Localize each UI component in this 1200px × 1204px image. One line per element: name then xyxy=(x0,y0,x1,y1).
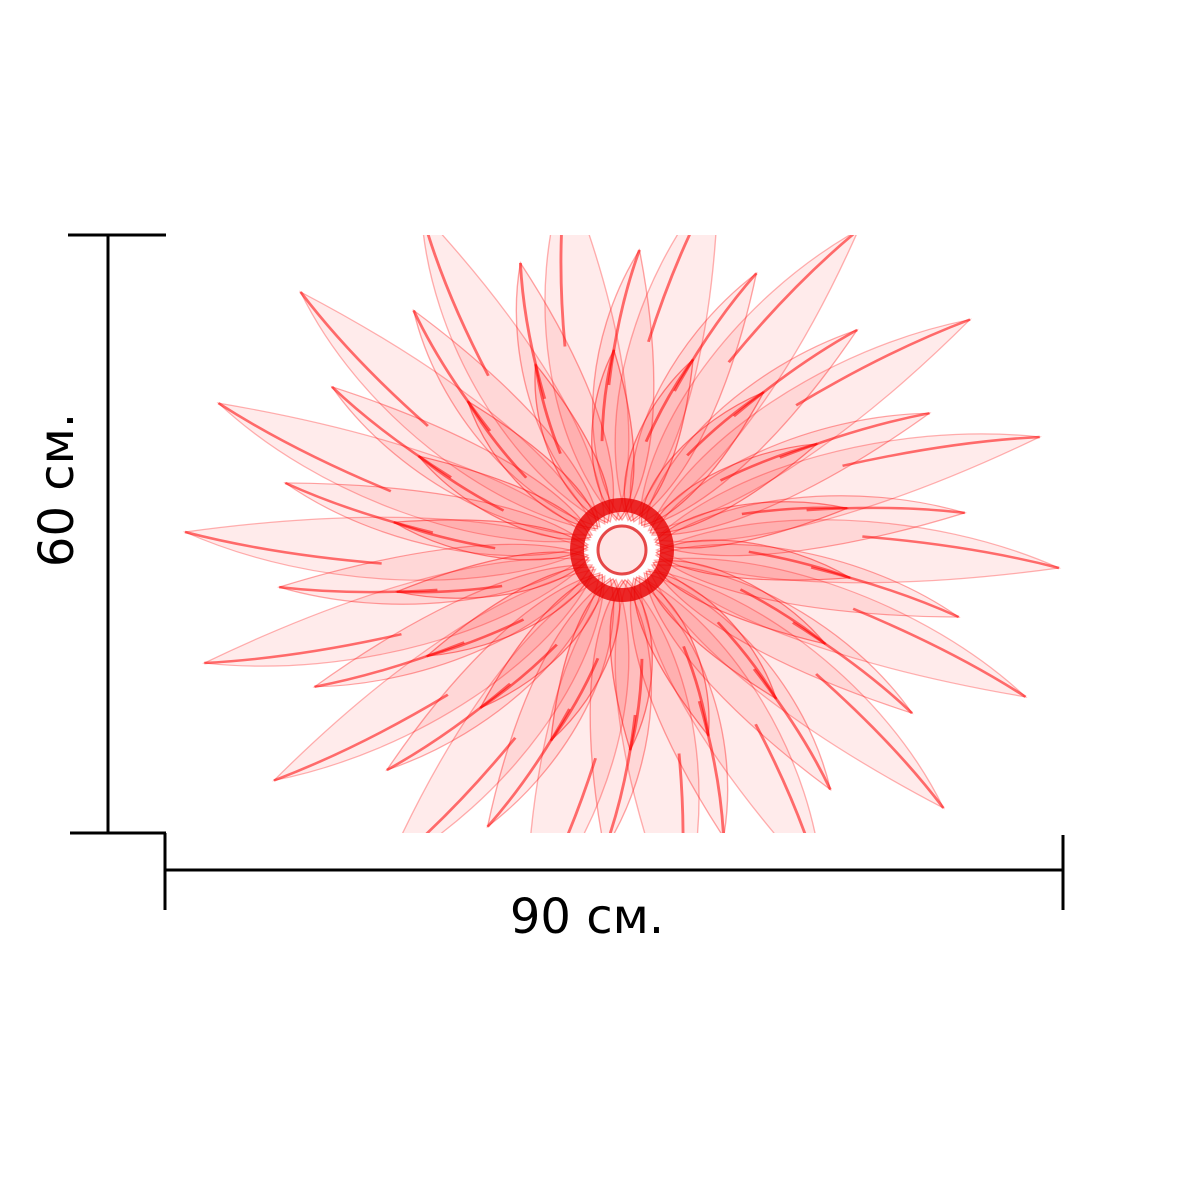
petal-streak xyxy=(748,550,851,579)
petal-streak xyxy=(852,607,1027,698)
petal xyxy=(589,578,653,833)
petal xyxy=(330,385,594,536)
width-label: 90 см. xyxy=(510,889,664,945)
petal xyxy=(650,412,932,536)
petal xyxy=(643,328,859,528)
petal-streak xyxy=(559,235,568,347)
petal-streak xyxy=(396,584,503,594)
petal-streak xyxy=(842,435,1040,468)
petal-streak xyxy=(741,506,848,516)
center-inner xyxy=(596,524,648,576)
petal-streak xyxy=(204,632,402,665)
petal xyxy=(385,572,601,772)
petal-streak xyxy=(716,621,778,700)
petal-streak xyxy=(686,391,765,457)
petal xyxy=(486,577,615,829)
petal-streak xyxy=(719,442,818,482)
petal xyxy=(654,543,961,618)
petal xyxy=(525,578,630,833)
petal-streak xyxy=(466,400,528,479)
petal xyxy=(629,577,729,833)
petal-streak xyxy=(534,364,562,455)
height-label: 60 см. xyxy=(29,413,85,567)
petal-streak xyxy=(384,737,517,833)
petal-streak xyxy=(815,673,945,809)
petal xyxy=(614,578,700,833)
petal-streak xyxy=(217,402,392,493)
petal-streak xyxy=(600,349,616,442)
petal-streak xyxy=(647,235,720,343)
petal-streak xyxy=(393,521,496,550)
petal-streak xyxy=(754,723,824,833)
petal-streak xyxy=(426,618,525,658)
petal-streak xyxy=(479,643,558,709)
petal-streak xyxy=(628,658,644,751)
petal-streak xyxy=(417,455,505,512)
petal-streak xyxy=(727,235,860,363)
petal xyxy=(283,482,590,557)
petal-streak xyxy=(184,530,382,565)
petal-streak xyxy=(420,235,490,377)
petal xyxy=(515,261,615,523)
petal-streak xyxy=(739,588,827,645)
petal-streak xyxy=(299,291,429,427)
petal-streak xyxy=(524,757,597,833)
petal-streak xyxy=(795,318,971,407)
petal xyxy=(614,235,719,522)
flower-artwork xyxy=(182,235,1062,833)
petal xyxy=(277,543,590,605)
petal-streak xyxy=(273,693,449,782)
petal xyxy=(654,495,967,557)
petal xyxy=(643,572,832,792)
petal xyxy=(650,564,914,715)
petal xyxy=(412,308,601,528)
petal-streak xyxy=(682,645,710,736)
petal-streak xyxy=(676,753,685,833)
petal xyxy=(629,271,758,523)
petal xyxy=(544,235,630,522)
petal xyxy=(591,248,655,522)
petal-streak xyxy=(862,535,1060,570)
petal-streak xyxy=(644,358,695,443)
petal-streak xyxy=(549,657,600,742)
center-ring xyxy=(570,498,674,602)
petal xyxy=(312,564,594,688)
